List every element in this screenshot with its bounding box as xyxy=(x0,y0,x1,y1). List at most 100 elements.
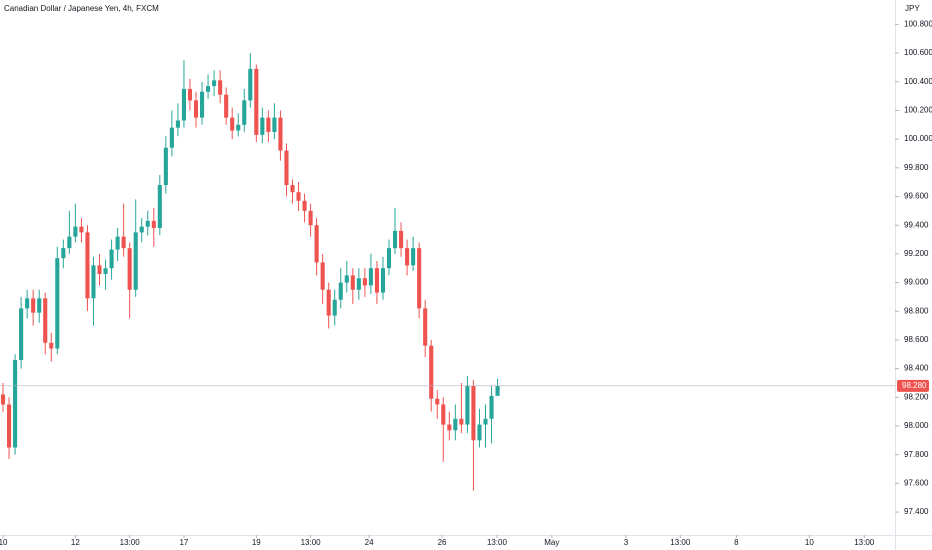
candle-body xyxy=(266,117,271,132)
candle-body xyxy=(212,80,217,87)
candle-body xyxy=(386,248,392,269)
candle-body xyxy=(199,91,205,118)
candle-body xyxy=(139,226,144,233)
y-tick-label: 98.400 xyxy=(904,364,929,373)
candle-body xyxy=(423,308,428,346)
candle-body xyxy=(49,342,54,349)
y-tick-label: 98.600 xyxy=(904,335,929,344)
candle-body xyxy=(169,127,174,148)
candle-body xyxy=(290,185,295,193)
candle-body xyxy=(429,345,434,399)
candle-body xyxy=(73,226,78,237)
candle-body xyxy=(85,232,90,299)
candle-body xyxy=(13,360,18,448)
y-tick-label: 99.800 xyxy=(904,163,929,172)
y-tick-label: 99.600 xyxy=(904,192,929,201)
candle-body xyxy=(489,395,494,419)
candle-body xyxy=(272,117,277,132)
candle-body xyxy=(25,298,30,309)
candle-body xyxy=(368,268,373,286)
candle-body xyxy=(417,248,422,309)
candle-body xyxy=(206,86,211,92)
candle-body xyxy=(193,100,199,118)
candle-body xyxy=(127,248,132,290)
candle-body xyxy=(296,192,301,201)
candle-body xyxy=(61,248,66,259)
candle-body xyxy=(471,385,476,441)
candle-body xyxy=(495,385,500,396)
x-tick-label: 13:00 xyxy=(670,538,691,547)
candle-body xyxy=(55,258,60,349)
candle-body xyxy=(67,236,72,249)
candle-body xyxy=(260,117,265,135)
x-tick-label: May xyxy=(544,538,559,547)
y-tick-label: 97.800 xyxy=(904,450,929,459)
x-tick-label: 13:00 xyxy=(301,538,322,547)
y-tick-label: 99.000 xyxy=(904,278,929,287)
candle-body xyxy=(187,88,193,101)
candle-body xyxy=(477,424,482,441)
x-tick-label: 26 xyxy=(438,538,447,547)
y-tick-label: 97.600 xyxy=(904,478,929,487)
price-label-box xyxy=(897,379,929,392)
y-tick-label: 100.000 xyxy=(904,134,932,143)
y-tick-label: 97.400 xyxy=(904,507,929,516)
candle-body xyxy=(181,88,186,121)
candle-body xyxy=(465,385,470,425)
candle-body xyxy=(97,265,102,274)
candle-body xyxy=(109,249,114,269)
candle-body xyxy=(380,268,386,293)
candle-body xyxy=(284,150,289,186)
chart-title: Canadian Dollar / Japanese Yen, 4h, FXCM xyxy=(4,4,159,13)
candle-body xyxy=(37,298,42,313)
candle-body xyxy=(302,200,307,211)
x-tick-label: 13:00 xyxy=(854,538,875,547)
y-tick-label: 100.200 xyxy=(904,106,932,115)
candle-body xyxy=(236,124,241,131)
candle-body xyxy=(447,424,452,431)
candle-body xyxy=(278,117,283,151)
candle-body xyxy=(31,298,36,313)
candle-body xyxy=(91,265,96,299)
candle-body xyxy=(362,278,367,286)
candle-body xyxy=(0,394,6,405)
candle-body xyxy=(399,230,404,249)
y-tick-label: 100.600 xyxy=(904,48,932,57)
x-tick-label: 10 xyxy=(0,538,8,547)
x-tick-label: 10 xyxy=(805,538,814,547)
candle-body xyxy=(133,232,138,290)
candle-body xyxy=(157,185,162,229)
y-tick-label: 99.200 xyxy=(904,249,929,258)
candle-body xyxy=(248,68,253,101)
x-tick-label: 19 xyxy=(252,538,261,547)
y-tick-label: 98.000 xyxy=(904,421,929,430)
x-tick-label: 12 xyxy=(71,538,80,547)
candle-body xyxy=(19,308,24,361)
candle-body xyxy=(344,275,349,283)
x-tick-label: 24 xyxy=(365,538,374,547)
candle-body xyxy=(308,210,313,226)
candle-body xyxy=(332,299,337,316)
candle-body xyxy=(392,230,398,249)
candle-body xyxy=(320,262,325,290)
candle-body xyxy=(145,220,150,227)
candle-body xyxy=(441,404,446,425)
candle-body xyxy=(242,100,247,125)
candle-body xyxy=(163,147,168,186)
y-unit: JPY xyxy=(905,4,920,13)
candle-body xyxy=(6,404,12,448)
y-tick-label: 99.400 xyxy=(904,220,929,229)
candle-body xyxy=(314,225,319,263)
price-label: 98.280 xyxy=(902,381,927,390)
candle-body xyxy=(115,236,120,250)
candle-body xyxy=(151,220,156,229)
candle-body xyxy=(453,418,458,431)
candle-body xyxy=(43,298,48,343)
candle-body xyxy=(103,268,108,274)
x-tick-label: 17 xyxy=(179,538,188,547)
x-tick-label: 3 xyxy=(624,538,629,547)
candle-body xyxy=(435,398,440,405)
